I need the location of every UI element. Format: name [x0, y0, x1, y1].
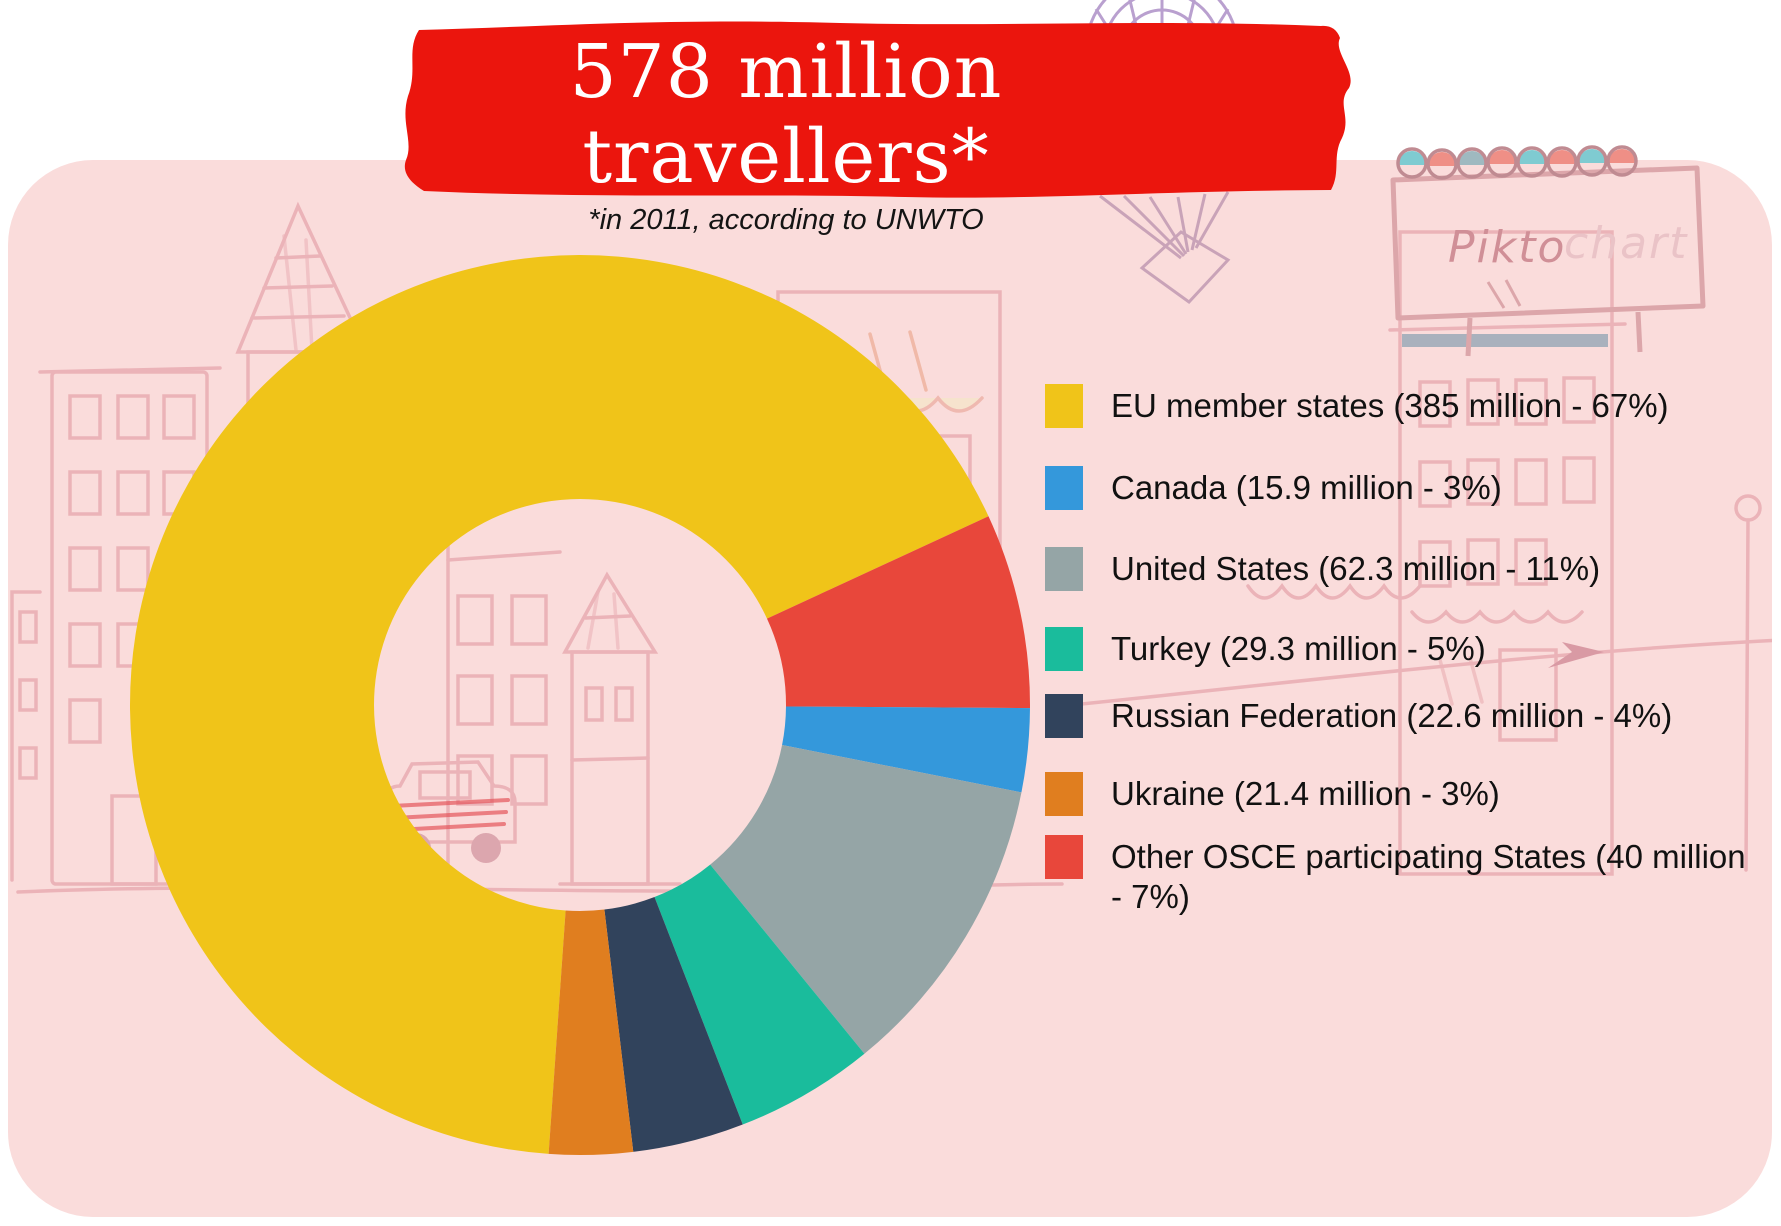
legend-item-canada: Canada (15.9 million - 3%) — [1045, 466, 1761, 510]
legend-label: Other OSCE participating States (40 mill… — [1111, 838, 1746, 915]
legend-item-turkey: Turkey (29.3 million - 5%) — [1045, 627, 1761, 671]
legend-swatch — [1045, 627, 1083, 671]
watermark-text-pikto: Pikto — [1448, 222, 1566, 273]
legend-label: United States (62.3 million - 11%) — [1111, 550, 1601, 587]
legend-item-united-states: United States (62.3 million - 11%) — [1045, 547, 1761, 591]
donut-slice-canada — [782, 706, 1030, 793]
legend-label: EU member states (385 million - 67%) — [1111, 387, 1669, 424]
donut-slice-eu-member-states — [130, 254, 989, 1154]
legend-label: Ukraine (21.4 million - 3%) — [1111, 775, 1500, 812]
legend-item-other-osce-participating-states: Other OSCE participating States (40 mill… — [1045, 835, 1761, 917]
legend-swatch — [1045, 835, 1083, 879]
legend-label: Turkey (29.3 million - 5%) — [1111, 630, 1486, 667]
donut-slice-other-osce-participating-states — [767, 516, 1030, 709]
legend-item-eu-member-states: EU member states (385 million - 67%) — [1045, 384, 1761, 428]
balloon-row-doodle — [1396, 145, 1638, 180]
legend-item-ukraine: Ukraine (21.4 million - 3%) — [1045, 772, 1761, 816]
donut-slice-turkey — [654, 864, 865, 1125]
legend-swatch — [1045, 466, 1083, 510]
building-doodle-right — [1388, 230, 1627, 876]
legend-swatch — [1045, 547, 1083, 591]
legend-swatch — [1045, 772, 1083, 816]
wire-and-bird-doodle — [1060, 638, 1772, 708]
donut-slice-russian-federation — [604, 897, 743, 1152]
piktochart-sign: Pikto chart — [1390, 145, 1706, 357]
donut-slice-ukraine — [548, 909, 634, 1156]
legend-swatch — [1045, 384, 1083, 428]
donut-slice-united-states — [710, 745, 1022, 1054]
legend-item-russian-federation: Russian Federation (22.6 million - 4%) — [1045, 694, 1761, 738]
watermark-text-chart: chart — [1564, 218, 1688, 269]
lamp-post-doodle — [1734, 494, 1762, 872]
legend-label: Russian Federation (22.6 million - 4%) — [1111, 697, 1673, 734]
legend-swatch — [1045, 694, 1083, 738]
awning-doodle — [1246, 582, 1422, 600]
building-doodle-in-hole — [446, 498, 682, 890]
legend-label: Canada (15.9 million - 3%) — [1111, 469, 1502, 506]
